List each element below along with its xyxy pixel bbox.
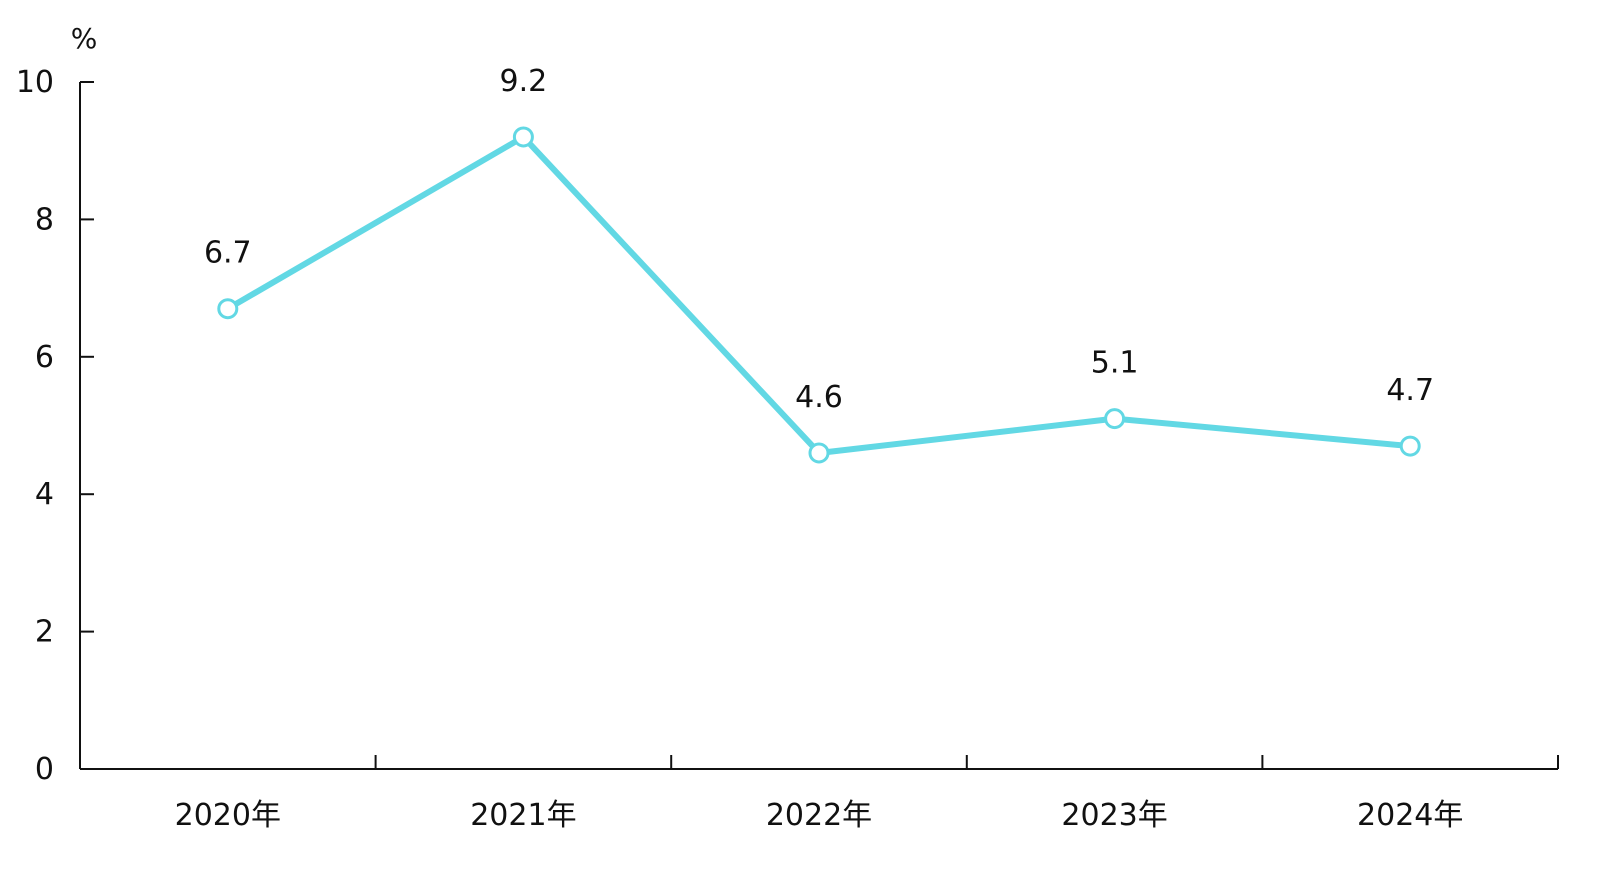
y-tick-label: 8	[35, 202, 54, 237]
series-group: 6.7 9.2 4.6 5.1 4.7	[204, 64, 1434, 464]
data-label: 5.1	[1091, 346, 1139, 381]
y-tick-label: 4	[35, 477, 54, 512]
data-point	[1104, 408, 1126, 430]
data-label: 4.6	[795, 380, 843, 415]
data-label: 4.7	[1386, 373, 1434, 408]
data-point	[1399, 435, 1421, 457]
y-tick-label: 10	[16, 65, 54, 100]
y-tick-label: 2	[35, 615, 54, 650]
series-layer: 6.7 9.2 4.6 5.1 4.7	[204, 64, 1434, 464]
x-tick-label: 2024年	[1357, 798, 1463, 833]
data-point	[217, 298, 239, 320]
x-tick-label: 2023年	[1061, 798, 1167, 833]
x-tick-label: 2021年	[470, 798, 576, 833]
y-axis-unit-label: %	[71, 22, 98, 55]
x-ticks-group: 2020年 2021年 2022年 2023年 2024年	[175, 755, 1559, 833]
axes-layer: 0 2 4 6 8 10 2020年 2021年 2022年 2023年 2024年 %	[16, 22, 1559, 833]
y-tick-label: 6	[35, 340, 54, 375]
y-tick-label: 0	[35, 752, 54, 787]
data-point	[808, 442, 830, 464]
data-label: 9.2	[500, 64, 548, 99]
data-point	[512, 126, 534, 148]
y-ticks-group: 0 2 4 6 8 10	[16, 65, 94, 787]
data-label: 6.7	[204, 236, 252, 271]
x-tick-label: 2020年	[175, 798, 281, 833]
x-tick-label: 2022年	[766, 798, 872, 833]
